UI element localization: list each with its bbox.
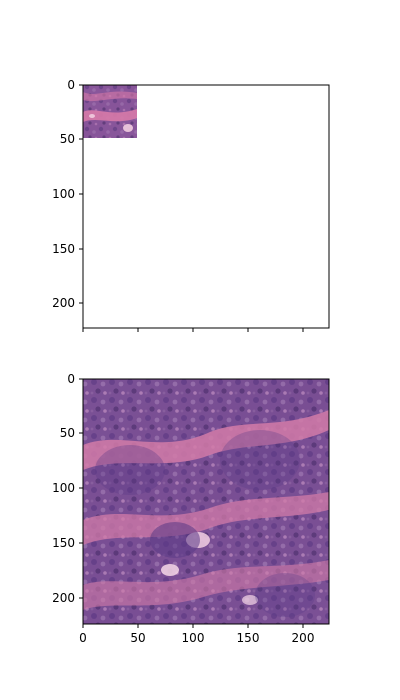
bottom-chart-x-ticks: 0 50 100 150 200	[79, 624, 314, 645]
bottom-y-tick-200: 200	[52, 591, 75, 605]
bottom-x-tick-100: 100	[182, 631, 205, 645]
bottom-chart: 0 50 100 150 200 0 50 100 150 200	[52, 372, 330, 645]
bottom-x-tick-200: 200	[292, 631, 315, 645]
top-y-tick-150: 150	[52, 242, 75, 256]
bottom-y-tick-0: 0	[67, 372, 75, 386]
bottom-y-tick-50: 50	[60, 426, 75, 440]
bottom-x-tick-50: 50	[130, 631, 145, 645]
top-chart-image	[83, 85, 137, 138]
top-y-tick-50: 50	[60, 132, 75, 146]
bottom-y-tick-100: 100	[52, 481, 75, 495]
top-y-tick-200: 200	[52, 296, 75, 310]
top-y-tick-0: 0	[67, 78, 75, 92]
bottom-chart-y-ticks: 0 50 100 150 200	[52, 372, 83, 605]
top-chart-frame	[82, 84, 330, 329]
bottom-chart-frame	[82, 378, 330, 625]
top-chart-x-ticks	[82, 328, 304, 332]
top-chart: 0 50 100 150 200	[52, 78, 330, 332]
top-y-tick-100: 100	[52, 187, 75, 201]
bottom-x-tick-150: 150	[237, 631, 260, 645]
bottom-chart-image	[83, 379, 329, 624]
bottom-y-tick-150: 150	[52, 536, 75, 550]
top-chart-y-ticks: 0 50 100 150 200	[52, 78, 83, 310]
bottom-x-tick-0: 0	[79, 631, 87, 645]
